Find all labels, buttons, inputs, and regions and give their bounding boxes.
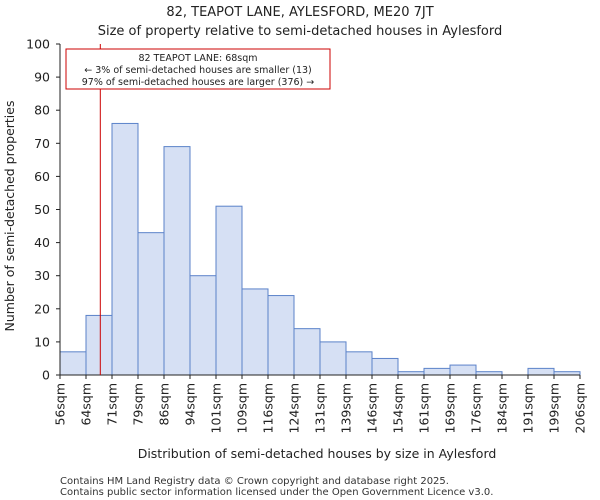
x-axis: 56sqm 64sqm 71sqm 79sqm 86sqm 94sqm 101sqm 109s…	[53, 375, 588, 433]
x-tick-label: 206sqm	[573, 383, 588, 433]
bar-161sqm	[423, 367, 451, 376]
bar-86sqm	[163, 146, 191, 376]
y-tick-label: 50	[34, 202, 50, 217]
bar-71sqm	[111, 122, 139, 376]
y-tick-label: 60	[34, 169, 50, 184]
x-tick-label: 154sqm	[391, 383, 406, 433]
bars-group	[59, 122, 581, 376]
y-tick-label: 80	[34, 103, 50, 118]
x-tick-label: 86sqm	[157, 383, 172, 426]
bar-94sqm	[189, 275, 217, 376]
bar-131sqm	[319, 341, 347, 376]
x-tick-label: 169sqm	[443, 383, 458, 433]
y-tick-label: 40	[34, 235, 50, 250]
x-axis-label: Distribution of semi-detached houses by …	[138, 446, 497, 461]
y-tick-label: 10	[34, 334, 50, 349]
bar-191sqm	[527, 367, 555, 376]
y-tick-label: 30	[34, 268, 50, 283]
y-axis-label: Number of semi-detached properties	[2, 101, 17, 332]
x-tick-label: 139sqm	[339, 383, 354, 433]
bar-169sqm	[449, 364, 477, 376]
x-tick-label: 191sqm	[521, 383, 536, 433]
y-axis: 0 10 20 30 40 50 60 70 80 90 100	[26, 37, 60, 383]
bar-101sqm	[215, 205, 243, 376]
y-tick-label: 100	[26, 37, 50, 52]
annotation-line-1: 82 TEAPOT LANE: 68sqm	[138, 53, 257, 64]
bar-56sqm	[59, 351, 87, 376]
x-tick-label: 56sqm	[53, 383, 68, 426]
x-tick-label: 101sqm	[209, 383, 224, 433]
x-tick-label: 161sqm	[417, 383, 432, 433]
x-tick-label: 146sqm	[365, 383, 380, 433]
bar-146sqm	[371, 357, 399, 376]
footer-line-1: Contains HM Land Registry data © Crown c…	[60, 476, 449, 487]
footer-line-2: Contains public sector information licen…	[60, 487, 493, 498]
x-tick-label: 131sqm	[313, 383, 328, 433]
x-tick-label: 116sqm	[261, 383, 276, 433]
x-tick-label: 184sqm	[495, 383, 510, 433]
x-tick-label: 79sqm	[131, 383, 146, 426]
x-tick-label: 64sqm	[79, 383, 94, 426]
bar-109sqm	[241, 288, 269, 376]
annotation-border	[65, 48, 331, 90]
y-tick-label: 20	[34, 301, 50, 316]
chart-subtitle: Size of property relative to semi-detach…	[98, 24, 503, 39]
annotation-line-3: 97% of semi-detached houses are larger (…	[82, 77, 315, 88]
chart-title: 82, TEAPOT LANE, AYLESFORD, ME20 7JT	[166, 5, 433, 20]
y-tick-label: 70	[34, 136, 50, 151]
x-tick-label: 199sqm	[547, 383, 562, 433]
x-tick-label: 94sqm	[183, 383, 198, 426]
bar-64sqm	[85, 314, 113, 376]
x-tick-label: 109sqm	[235, 383, 250, 433]
bar-139sqm	[345, 351, 373, 376]
annotation-line-2: ← 3% of semi-detached houses are smaller…	[84, 65, 312, 76]
bar-79sqm	[137, 232, 165, 376]
bar-124sqm	[293, 328, 321, 376]
x-tick-label: 176sqm	[469, 383, 484, 433]
x-tick-label: 124sqm	[287, 383, 302, 433]
y-tick-label: 90	[34, 70, 50, 85]
bar-116sqm	[267, 295, 295, 376]
y-tick-label: 0	[42, 368, 50, 383]
x-tick-label: 71sqm	[105, 383, 120, 426]
annotation-box: 82 TEAPOT LANE: 68sqm ← 3% of semi-detac…	[65, 48, 331, 90]
